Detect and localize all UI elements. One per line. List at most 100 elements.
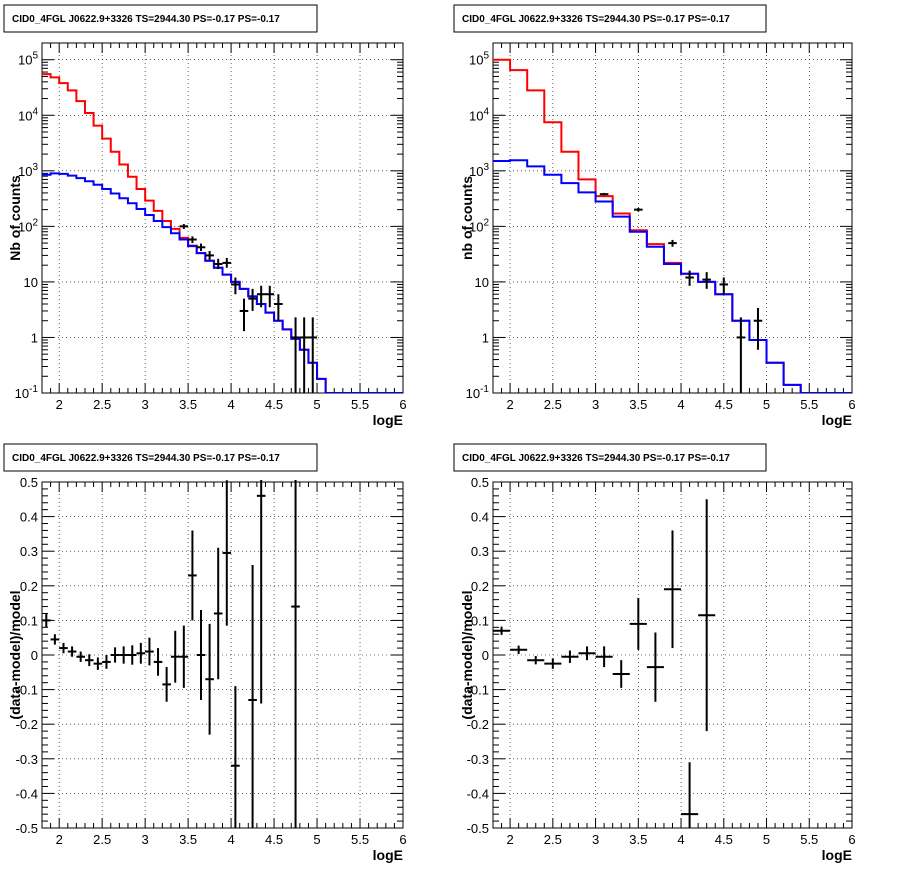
- panel-residual-left: CID0_4FGL J0622.9+3326 TS=2944.30 PS=-0.…: [3, 443, 407, 863]
- data-point: [685, 270, 694, 286]
- data-point: [753, 307, 763, 350]
- data-point: [119, 646, 128, 664]
- data-point: [145, 637, 154, 666]
- y-axis-label: (data-model)/model: [7, 590, 23, 719]
- chart-title: CID0_4FGL J0622.9+3326 TS=2944.30 PS=-0.…: [12, 453, 280, 464]
- x-tick-label: 6: [399, 832, 406, 847]
- plot-frame: [492, 42, 853, 394]
- data-point: [67, 646, 77, 657]
- x-tick-label: 3.5: [179, 832, 197, 847]
- data-point: [493, 626, 511, 635]
- y-tick-label: 0.4: [20, 510, 38, 525]
- x-tick-label: 3.5: [629, 397, 647, 412]
- x-ticks: [41, 43, 404, 393]
- grid-lines: [493, 43, 852, 393]
- data-point: [127, 645, 137, 665]
- x-tick-label: 5.5: [351, 832, 369, 847]
- data-point: [634, 207, 643, 212]
- y-tick-label: 10: [475, 275, 489, 290]
- data-point: [153, 648, 163, 676]
- x-tick-label: 3.5: [179, 397, 197, 412]
- data-point: [205, 251, 214, 260]
- y-tick-label: -0.3: [16, 752, 38, 767]
- data-point: [50, 634, 60, 645]
- data-point: [179, 625, 189, 688]
- data-point: [248, 288, 257, 311]
- chart-title: CID0_4FGL J0622.9+3326 TS=2944.30 PS=-0.…: [462, 453, 730, 464]
- data-point: [84, 654, 94, 667]
- x-tick-label: 5.5: [351, 397, 369, 412]
- y-tick-label: 0.1: [20, 613, 38, 628]
- x-tick-label: 4.5: [715, 832, 733, 847]
- y-ticks: [42, 42, 403, 394]
- data-point: [248, 565, 257, 828]
- model-histogram-total: [493, 58, 852, 393]
- y-tick-label: -0.1: [16, 683, 38, 698]
- data-point: [599, 192, 609, 196]
- y-tick-label: 0: [31, 648, 38, 663]
- y-tick-label: 10: [24, 275, 38, 290]
- y-ticks: [493, 42, 852, 394]
- x-tick-label: 6: [848, 832, 855, 847]
- data-point: [231, 277, 240, 295]
- data-point: [110, 647, 120, 663]
- data-point: [698, 499, 716, 732]
- y-axis-label: Nb of counts: [7, 175, 23, 261]
- y-tick-label: 10-1: [466, 384, 490, 401]
- y-tick-label: -0.4: [16, 786, 38, 801]
- title-box: [3, 4, 318, 33]
- data-point: [629, 597, 647, 650]
- y-tick-label: 102: [18, 217, 38, 234]
- x-ticks: [492, 43, 853, 393]
- panel-spectrum-right: CID0_4FGL J0622.9+3326 TS=2944.30 PS=-0.…: [453, 4, 856, 428]
- x-tick-label: 3.5: [629, 832, 647, 847]
- grid-lines: [42, 43, 403, 393]
- x-tick-label: 3: [592, 397, 599, 412]
- y-tick-label: 0.2: [471, 579, 489, 594]
- y-tick-label: 103: [469, 162, 489, 179]
- y-tick-label: 0: [482, 648, 489, 663]
- x-tick-label: 2.5: [544, 832, 562, 847]
- chart-title: CID0_4FGL J0622.9+3326 TS=2944.30 PS=-0.…: [462, 14, 730, 25]
- x-tick-label: 4: [227, 397, 234, 412]
- data-point: [213, 258, 223, 270]
- x-tick-label: 4: [677, 832, 684, 847]
- y-tick-label: 0.1: [471, 613, 489, 628]
- x-tick-label: 2.5: [93, 397, 111, 412]
- y-tick-label: 105: [469, 51, 489, 68]
- data-point: [213, 547, 223, 680]
- y-tick-label: 10-1: [15, 384, 39, 401]
- x-tick-label: 3: [142, 832, 149, 847]
- data-point: [42, 613, 51, 628]
- y-tick-label: -0.3: [467, 752, 489, 767]
- data-point: [188, 530, 197, 621]
- data-point: [222, 257, 232, 268]
- data-point: [291, 317, 300, 393]
- y-tick-label: 102: [469, 217, 489, 234]
- y-tick-label: 104: [18, 106, 38, 123]
- data-layer: [493, 499, 716, 828]
- title-box: [3, 443, 318, 472]
- y-tick-label: 105: [18, 51, 38, 68]
- data-point: [76, 651, 85, 662]
- x-axis-label: logE: [373, 847, 403, 863]
- x-tick-label: 2: [56, 397, 63, 412]
- y-tick-label: 104: [469, 106, 489, 123]
- x-tick-label: 4: [677, 397, 684, 412]
- model-histogram-total: [42, 73, 403, 393]
- y-tick-label: 0.3: [471, 544, 489, 559]
- data-point: [702, 272, 711, 289]
- data-layer: [493, 58, 852, 393]
- x-tick-label: 2: [506, 397, 513, 412]
- y-tick-label: 0.5: [20, 475, 38, 490]
- y-ticks: [42, 481, 403, 829]
- y-axis-label: (data-model)/model: [459, 590, 475, 719]
- data-point: [170, 630, 180, 683]
- chart-title: CID0_4FGL J0622.9+3326 TS=2944.30 PS=-0.…: [12, 14, 280, 25]
- x-axis-label: logE: [822, 847, 852, 863]
- data-point: [663, 530, 682, 649]
- model-histogram-component: [493, 159, 852, 393]
- plot-frame: [41, 42, 404, 394]
- x-tick-label: 5: [763, 397, 770, 412]
- data-point: [308, 317, 318, 393]
